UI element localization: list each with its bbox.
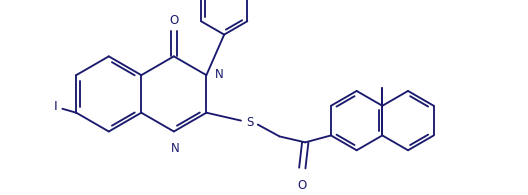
Text: S: S bbox=[246, 116, 253, 129]
Text: N: N bbox=[171, 142, 179, 155]
Text: N: N bbox=[215, 68, 224, 81]
Text: O: O bbox=[298, 179, 307, 192]
Text: O: O bbox=[169, 14, 178, 27]
Text: I: I bbox=[54, 100, 58, 113]
